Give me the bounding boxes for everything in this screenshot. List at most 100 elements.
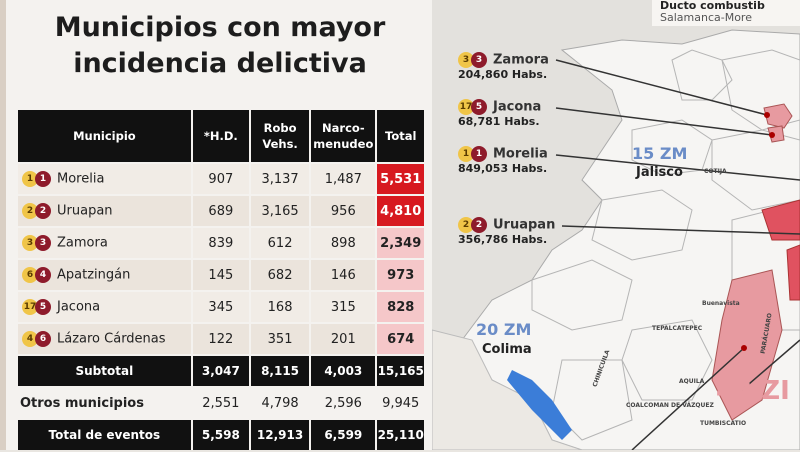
rank-badge-2025: 5	[35, 299, 51, 315]
header-total: Total	[377, 110, 424, 162]
callout-line-zamora	[555, 59, 768, 116]
total-cell: 674	[377, 324, 424, 354]
callout-line-uruapan	[561, 225, 800, 235]
table-row: 3 3 Zamora 839 612 898 2,349	[18, 228, 424, 258]
robo-cell: 351	[250, 324, 310, 354]
otros-row: Otros municipios 2,551 4,798 2,596 9,945	[18, 388, 424, 418]
callout-pop: 356,786 Habs.	[458, 233, 548, 246]
zm-colima: 20 ZM	[476, 320, 532, 339]
town-label: COALCOMAN DE VÁZQUEZ	[626, 402, 714, 409]
table-row: 2 2 Uruapan 689 3,165 956 4,810	[18, 196, 424, 226]
municipal-border	[671, 49, 733, 101]
municipal-border	[551, 359, 633, 441]
subtotal-row: Subtotal 3,047 8,115 4,003 15,165	[18, 356, 424, 386]
marker-apatzingan	[741, 345, 747, 351]
otros-row-robo: 4,798	[261, 395, 299, 411]
callout-line-jacona	[555, 107, 773, 136]
total-cell: 4,810	[377, 196, 424, 226]
municipal-border	[721, 49, 800, 131]
uruapan-area	[761, 199, 800, 241]
rank-badge-2024: 17	[22, 299, 38, 315]
robo-cell: 3,165	[250, 196, 310, 226]
title-line-2: incidencia delictiva	[73, 48, 367, 79]
apatzingan-area	[711, 269, 783, 421]
town-label: Buenavista	[702, 300, 740, 307]
hd-cell: 145	[192, 260, 249, 290]
total-row: Total de eventos 5,598 12,913 6,599 25,110	[18, 420, 424, 450]
hd-cell: 122	[192, 324, 249, 354]
rank-badge-2024: 2	[458, 217, 474, 233]
municipio-name: Morelia	[57, 171, 105, 187]
zm-jalisco: 15 ZM	[632, 144, 688, 163]
hd-cell: 839	[192, 228, 249, 258]
callout-name: Jacona	[493, 99, 542, 115]
decorative-strip	[0, 0, 6, 450]
narco-cell: 1,487	[311, 164, 376, 194]
otros-row-total: 9,945	[382, 395, 420, 411]
state-colima: Colima	[482, 342, 532, 357]
ducto-title: Ducto combustib	[660, 0, 765, 12]
callout-zamora: 3 3 Zamora 204,860 Habs.	[458, 52, 549, 81]
total-cell: 5,531	[377, 164, 424, 194]
rank-badge-2025: 1	[471, 146, 487, 162]
robo-cell: 3,137	[250, 164, 310, 194]
narco-cell: 201	[311, 324, 376, 354]
ducto-subtitle: Salamanca-More	[660, 11, 752, 24]
otros-row-hd: 2,551	[202, 395, 240, 411]
rank-badge-2024: 4	[22, 331, 38, 347]
municipio-name: Lázaro Cárdenas	[57, 331, 166, 347]
town-label: COTIJA	[704, 168, 727, 175]
callout-name: Zamora	[493, 52, 549, 68]
robo-cell: 612	[250, 228, 310, 258]
hd-cell: 345	[192, 292, 249, 322]
narco-cell: 898	[311, 228, 376, 258]
municipal-border	[531, 259, 633, 331]
narco-cell: 315	[311, 292, 376, 322]
subtotal-row-narco: 4,003	[311, 356, 376, 386]
rank-badge-2025: 3	[471, 52, 487, 68]
rank-badge-2025: 3	[35, 235, 51, 251]
zamora-area	[763, 103, 793, 129]
subtotal-row-robo: 8,115	[250, 356, 310, 386]
robo-cell: 168	[250, 292, 310, 322]
rank-badge-2024: 6	[22, 267, 38, 283]
narco-cell: 956	[311, 196, 376, 226]
header-narco: Narco-menudeo	[311, 110, 376, 162]
michoacan-map	[432, 29, 800, 450]
callout-pop: 68,781 Habs.	[458, 115, 540, 128]
title-line-1: Municipios con mayor	[54, 12, 386, 43]
town-label: TUMBISCATIO	[700, 420, 747, 427]
hd-cell: 689	[192, 196, 249, 226]
hd-cell: 907	[192, 164, 249, 194]
rank-badge-2024: 1	[458, 146, 474, 162]
rank-badge-2024: 2	[22, 203, 38, 219]
rank-badge-2025: 2	[35, 203, 51, 219]
rank-badge-2025: 1	[35, 171, 51, 187]
total-row-narco: 6,599	[311, 420, 376, 450]
rank-badge-2024: 1	[22, 171, 38, 187]
rank-badge-2025: 6	[35, 331, 51, 347]
total-row-robo: 12,913	[250, 420, 310, 450]
otros-row-label: Otros municipios	[20, 395, 144, 411]
state-jalisco: Jalisco	[636, 165, 683, 180]
town-label: TEPALCATEPEC	[652, 325, 703, 332]
subtotal-row-label: Subtotal	[18, 356, 191, 386]
municipio-cell: 3 3 Zamora	[18, 228, 191, 258]
table-row: 17 5 Jacona 345 168 315 828	[18, 292, 424, 322]
municipal-border	[711, 129, 800, 211]
town-label: AQUILA	[679, 378, 705, 385]
table-row: 6 4 Apatzingán 145 682 146 973	[18, 260, 424, 290]
rank-badge-2024: 17	[458, 99, 474, 115]
crime-table: Municipio *H.D. Robo Vehs. Narco-menudeo …	[16, 108, 426, 452]
municipio-cell: 4 6 Lázaro Cárdenas	[18, 324, 191, 354]
marker-jacona	[769, 132, 775, 138]
map-panel: 3 3 Zamora 204,860 Habs. 17 5 Jacona 68,781 …	[432, 0, 800, 450]
page-title: Municipios con mayor incidencia delictiv…	[20, 10, 420, 82]
callout-line-apatzingan	[631, 347, 745, 450]
municipal-border	[591, 189, 693, 261]
callout-line-lc	[741, 339, 800, 391]
total-cell: 973	[377, 260, 424, 290]
table-panel: Municipios con mayor incidencia delictiv…	[0, 0, 432, 450]
table-header-row: Municipio *H.D. Robo Vehs. Narco-menudeo …	[18, 110, 424, 162]
rank-badge-2024: 3	[458, 52, 474, 68]
